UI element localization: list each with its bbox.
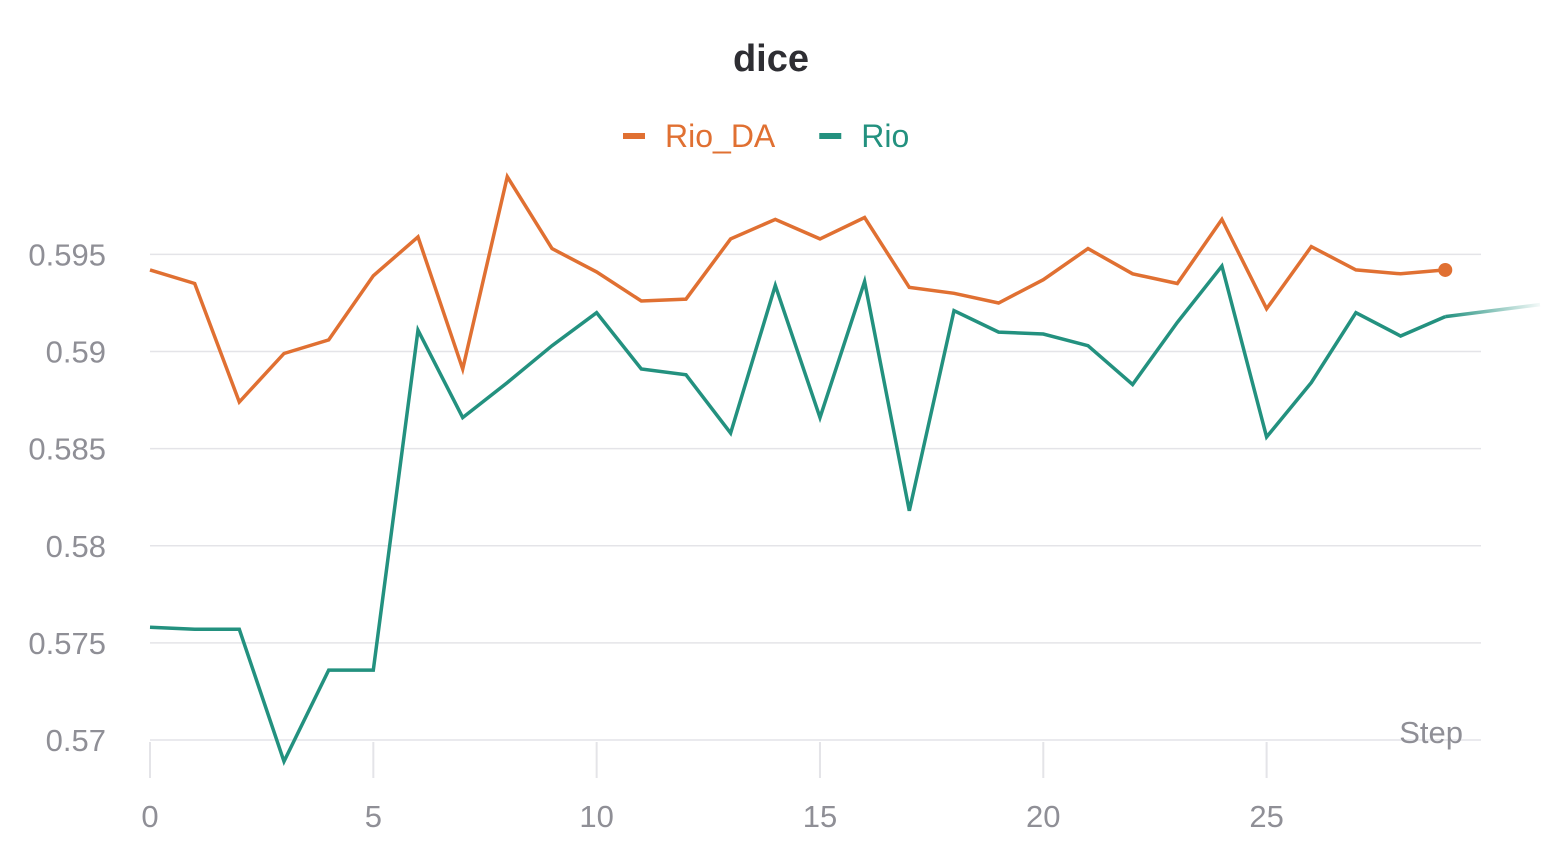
y-tick-label: 0.575 — [28, 626, 106, 661]
y-axis: 0.57 0.575 0.58 0.585 0.59 0.595 — [28, 237, 106, 758]
series-line-continuation — [1445, 302, 1541, 319]
series-line-rio — [149, 262, 1446, 766]
y-tick-label: 0.58 — [46, 529, 106, 564]
plot-area — [149, 172, 1541, 766]
x-tick-label: 20 — [1026, 799, 1060, 834]
legend: Rio_DA Rio — [623, 118, 909, 154]
grid — [150, 253, 1481, 741]
legend-label[interactable]: Rio_DA — [665, 118, 776, 154]
chart-title: dice — [733, 38, 809, 80]
legend-swatch — [819, 133, 842, 139]
x-tick-label: 0 — [141, 799, 158, 834]
x-axis: 0 5 10 15 20 25 — [141, 742, 1284, 834]
x-tick-label: 5 — [365, 799, 382, 834]
x-tick-label: 25 — [1249, 799, 1283, 834]
series-line-rio-da — [149, 172, 1446, 406]
y-tick-label: 0.595 — [28, 237, 106, 272]
y-tick-label: 0.59 — [46, 335, 106, 370]
x-tick-label: 10 — [579, 799, 613, 834]
y-tick-label: 0.57 — [46, 723, 106, 758]
x-axis-label: Step — [1399, 715, 1463, 750]
legend-swatch — [623, 133, 645, 139]
y-tick-label: 0.585 — [28, 432, 106, 467]
x-tick-label: 15 — [803, 799, 837, 834]
last-point-marker — [1438, 262, 1453, 277]
legend-label[interactable]: Rio — [861, 118, 909, 154]
